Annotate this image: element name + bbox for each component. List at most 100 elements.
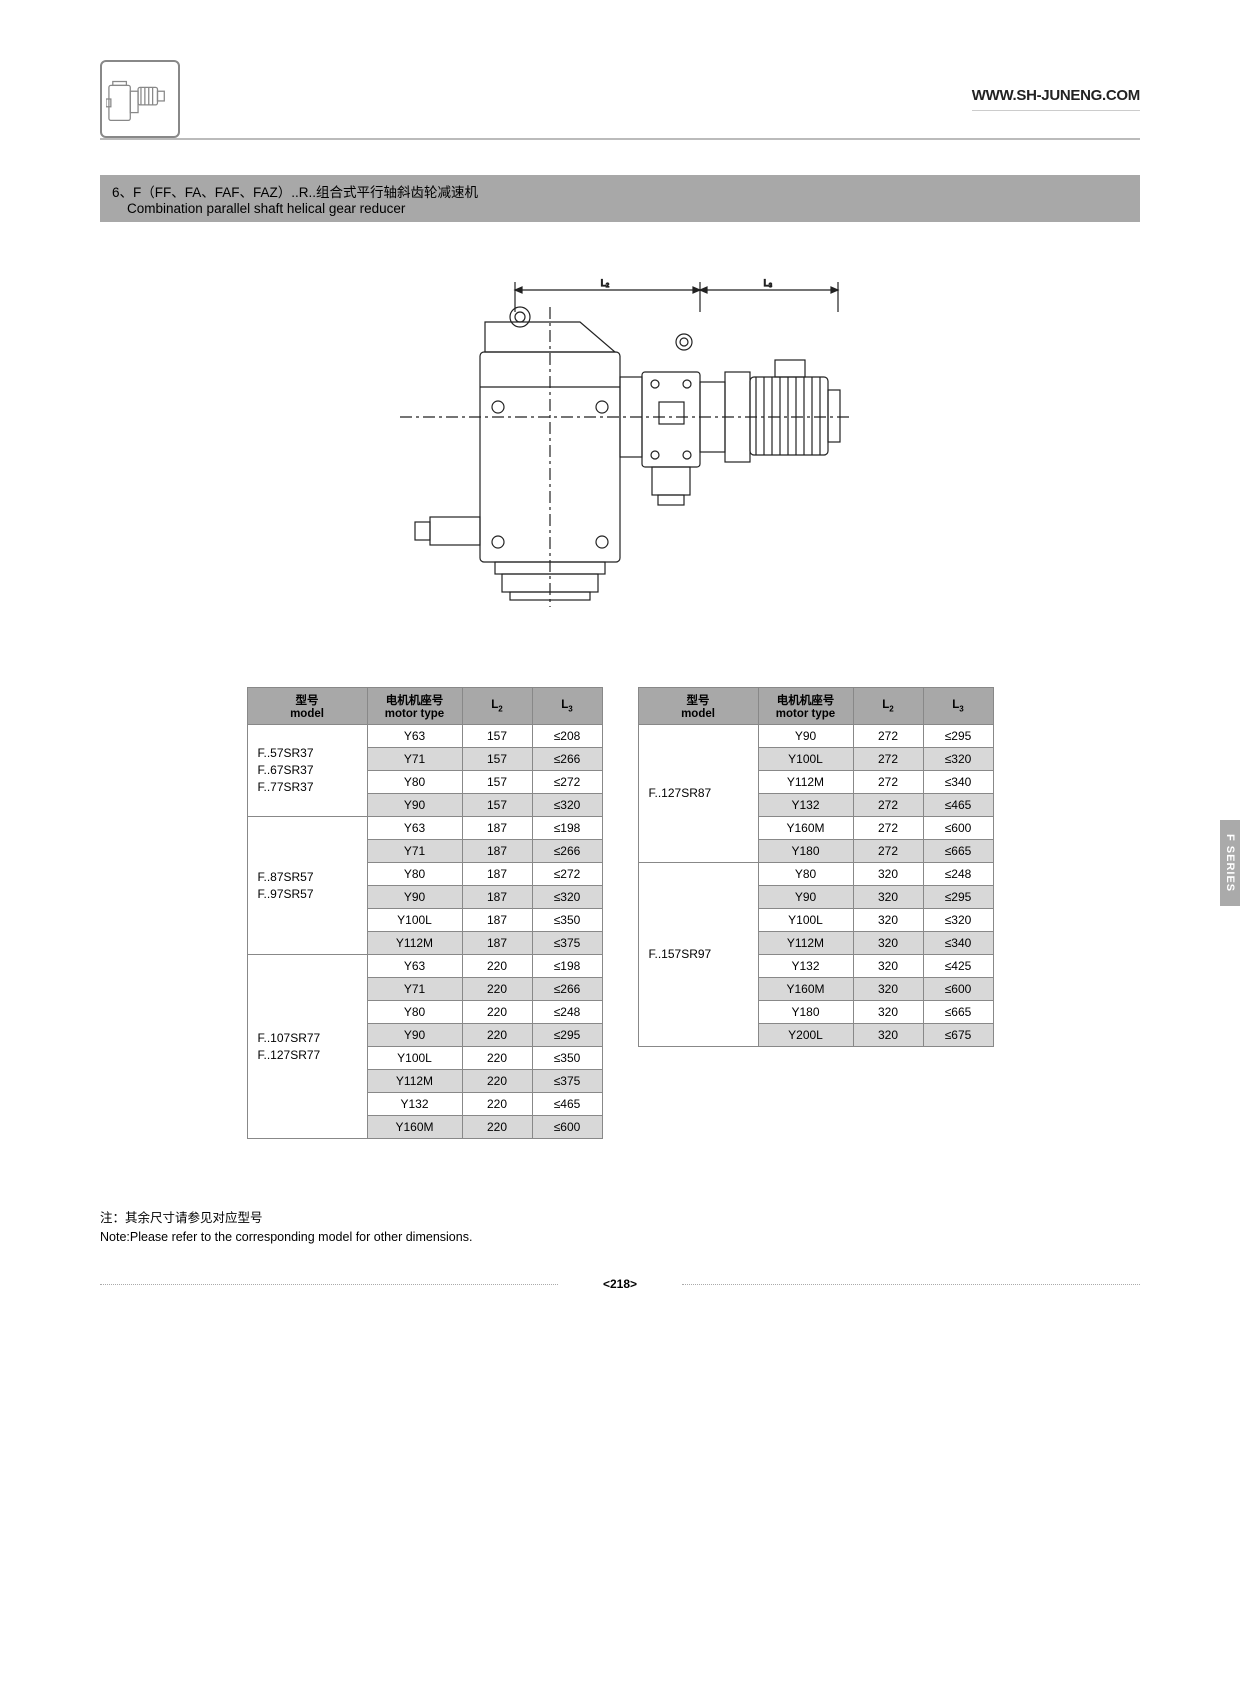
cell-l2: 187 (462, 840, 532, 863)
cell-l2: 157 (462, 794, 532, 817)
cell-l3: ≤600 (923, 817, 993, 840)
cell-l3: ≤665 (923, 1001, 993, 1024)
table-row: F..127SR87Y90272≤295 (638, 725, 993, 748)
header-url: WWW.SH-JUNENG.COM (972, 87, 1140, 111)
cell-motor: Y132 (367, 1093, 462, 1116)
model-cell: F..127SR87 (638, 725, 758, 863)
cell-l2: 187 (462, 886, 532, 909)
cell-l2: 220 (462, 1093, 532, 1116)
note: 注：其余尺寸请参见对应型号 Note:Please refer to the c… (100, 1209, 1140, 1247)
cell-l2: 272 (853, 840, 923, 863)
cell-motor: Y132 (758, 794, 853, 817)
cell-motor: Y80 (758, 863, 853, 886)
cell-l2: 320 (853, 886, 923, 909)
cell-motor: Y180 (758, 1001, 853, 1024)
cell-l2: 220 (462, 1070, 532, 1093)
footer: <218> (100, 1277, 1140, 1291)
cell-l3: ≤266 (532, 748, 602, 771)
title-en: Combination parallel shaft helical gear … (127, 201, 405, 216)
cell-l3: ≤272 (532, 771, 602, 794)
cell-motor: Y80 (367, 1001, 462, 1024)
cell-motor: Y132 (758, 955, 853, 978)
cell-l3: ≤320 (923, 909, 993, 932)
cell-l2: 320 (853, 863, 923, 886)
page: WWW.SH-JUNENG.COM 6、F（FF、FA、FAF、FAZ）..R.… (0, 0, 1240, 1321)
cell-l2: 272 (853, 748, 923, 771)
cell-l2: 187 (462, 909, 532, 932)
cell-l3: ≤248 (532, 1001, 602, 1024)
tables-container: 型号model 电机机座号motor type L2 L3 F..57SR37F… (100, 687, 1140, 1139)
cell-motor: Y100L (758, 909, 853, 932)
cell-l3: ≤295 (923, 886, 993, 909)
cell-l3: ≤198 (532, 817, 602, 840)
cell-l3: ≤350 (532, 1047, 602, 1070)
cell-l2: 220 (462, 978, 532, 1001)
cell-motor: Y80 (367, 771, 462, 794)
page-number: <218> (595, 1277, 645, 1291)
cell-motor: Y160M (367, 1116, 462, 1139)
cell-motor: Y90 (367, 1024, 462, 1047)
cell-l3: ≤320 (532, 794, 602, 817)
cell-l2: 187 (462, 932, 532, 955)
model-cell: F..107SR77F..127SR77 (247, 955, 367, 1139)
cell-l3: ≤675 (923, 1024, 993, 1047)
cell-l2: 272 (853, 771, 923, 794)
cell-motor: Y71 (367, 748, 462, 771)
cell-motor: Y100L (367, 909, 462, 932)
cell-l2: 157 (462, 725, 532, 748)
cell-l3: ≤320 (923, 748, 993, 771)
cell-motor: Y112M (367, 932, 462, 955)
cell-l3: ≤665 (923, 840, 993, 863)
logo-icon (100, 60, 180, 138)
cell-l3: ≤295 (923, 725, 993, 748)
specs-table-right: 型号model 电机机座号motor type L2 L3 F..127SR87… (638, 687, 994, 1047)
header: WWW.SH-JUNENG.COM (100, 60, 1140, 140)
cell-motor: Y100L (758, 748, 853, 771)
cell-l2: 272 (853, 794, 923, 817)
svg-text:L₂: L₂ (601, 278, 610, 288)
note-en: Note:Please refer to the corresponding m… (100, 1230, 472, 1244)
cell-l2: 272 (853, 817, 923, 840)
cell-motor: Y112M (367, 1070, 462, 1093)
cell-l2: 220 (462, 1116, 532, 1139)
cell-l3: ≤375 (532, 1070, 602, 1093)
cell-l2: 220 (462, 1001, 532, 1024)
cell-l2: 220 (462, 1047, 532, 1070)
cell-l2: 220 (462, 1024, 532, 1047)
cell-l3: ≤320 (532, 886, 602, 909)
cell-l2: 272 (853, 725, 923, 748)
cell-motor: Y71 (367, 840, 462, 863)
cell-motor: Y80 (367, 863, 462, 886)
section-title: 6、F（FF、FA、FAF、FAZ）..R..组合式平行轴斜齿轮减速机 Comb… (100, 175, 1140, 222)
technical-diagram: L₂ L₃ (100, 272, 1140, 627)
specs-table-left: 型号model 电机机座号motor type L2 L3 F..57SR37F… (247, 687, 603, 1139)
cell-motor: Y63 (367, 955, 462, 978)
cell-l3: ≤272 (532, 863, 602, 886)
cell-motor: Y112M (758, 932, 853, 955)
cell-l3: ≤208 (532, 725, 602, 748)
cell-motor: Y90 (367, 794, 462, 817)
cell-l3: ≤425 (923, 955, 993, 978)
table-row: F..87SR57F..97SR57Y63187≤198 (247, 817, 602, 840)
cell-l3: ≤340 (923, 771, 993, 794)
cell-l2: 157 (462, 771, 532, 794)
cell-l2: 220 (462, 955, 532, 978)
cell-motor: Y63 (367, 817, 462, 840)
cell-l2: 320 (853, 978, 923, 1001)
cell-motor: Y100L (367, 1047, 462, 1070)
cell-l2: 320 (853, 932, 923, 955)
cell-l3: ≤600 (923, 978, 993, 1001)
cell-l3: ≤266 (532, 840, 602, 863)
cell-motor: Y112M (758, 771, 853, 794)
note-cn: 注：其余尺寸请参见对应型号 (100, 1211, 263, 1225)
cell-motor: Y90 (758, 886, 853, 909)
model-cell: F..157SR97 (638, 863, 758, 1047)
cell-l3: ≤600 (532, 1116, 602, 1139)
table-row: F..157SR97Y80320≤248 (638, 863, 993, 886)
cell-l2: 157 (462, 748, 532, 771)
cell-l2: 320 (853, 1024, 923, 1047)
cell-l2: 320 (853, 909, 923, 932)
cell-l2: 320 (853, 1001, 923, 1024)
cell-motor: Y63 (367, 725, 462, 748)
cell-motor: Y90 (367, 886, 462, 909)
